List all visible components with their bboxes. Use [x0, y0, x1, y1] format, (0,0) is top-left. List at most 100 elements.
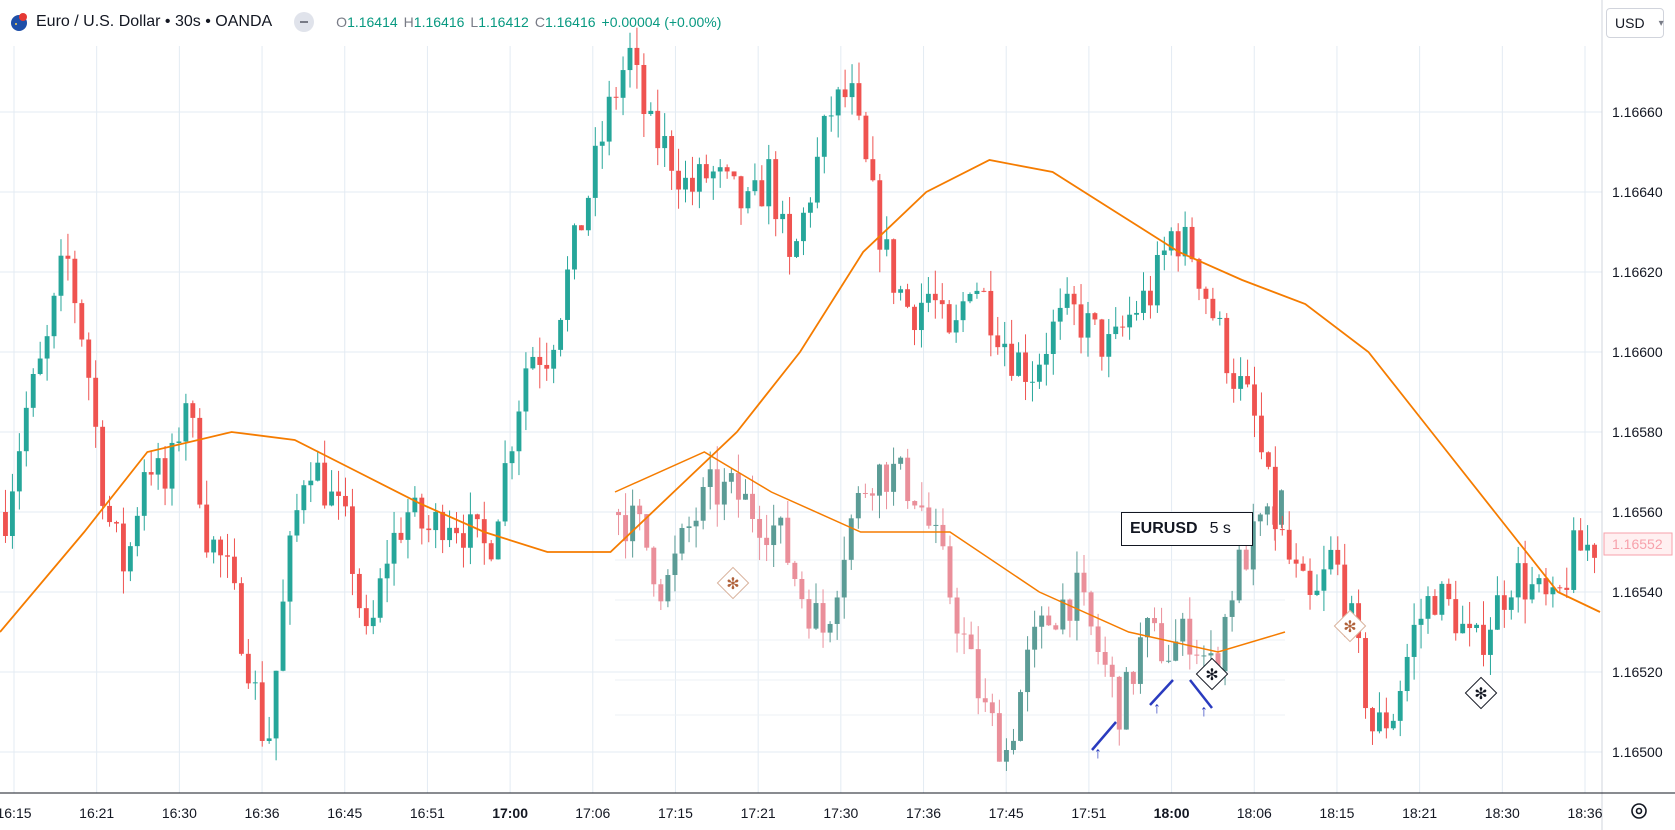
candle-body: [301, 485, 307, 511]
overlay-candle-body: [940, 524, 946, 547]
candle-body: [690, 177, 695, 192]
candle-body: [932, 293, 938, 301]
candle-body: [1418, 618, 1424, 625]
time-tick-label: 16:36: [245, 805, 280, 821]
candle-body: [1057, 307, 1063, 322]
overlay-candle-body: [1053, 625, 1059, 630]
overlay-candle-body: [1222, 616, 1228, 672]
candle-body: [1404, 656, 1410, 692]
time-axis[interactable]: 16:15 16:21 16:30 16:36 16:45 16:51 17:00 17:06…: [0, 805, 1603, 821]
candle-body: [155, 458, 161, 475]
collapse-legend-button[interactable]: [294, 12, 315, 32]
candle-body: [1210, 298, 1216, 319]
signal-diamond-icon-glyph: ✻: [726, 576, 739, 593]
overlay-candle-body: [1194, 654, 1200, 656]
high-label: H: [403, 14, 414, 30]
candle-body: [1064, 293, 1070, 308]
overlay-5s-chart: [614, 446, 1286, 771]
candle-body: [467, 514, 473, 548]
ohlc-values: O1.16414 H1.16416 L1.16412 C1.16416 +0.0…: [336, 14, 721, 30]
candle-body: [343, 495, 348, 507]
candle-body: [1446, 583, 1452, 600]
time-tick-label: 17:51: [1071, 805, 1106, 821]
overlay-candle-body: [1130, 671, 1136, 684]
overlay-candle-body: [841, 559, 847, 598]
overlay-candle-body: [778, 517, 784, 526]
close-label: C: [534, 14, 545, 30]
overlay-candle-body: [1046, 615, 1052, 626]
open-value: 1.16414: [347, 14, 398, 30]
candle-body: [1453, 599, 1459, 634]
overlay-candle-body: [771, 525, 777, 546]
overlay-candle-body: [672, 553, 678, 576]
signal-diamond-icon: [716, 566, 750, 600]
candle-body: [495, 521, 501, 560]
overlay-candle-body: [947, 546, 953, 598]
candle-body: [766, 159, 772, 207]
overlay-candle-body: [637, 505, 643, 515]
candle-body: [919, 302, 924, 331]
candle-body: [891, 239, 897, 293]
overlay-candle-body: [961, 633, 967, 635]
overlay-candle-body: [651, 547, 657, 585]
overlay-candle-body: [700, 486, 706, 521]
candle-body: [1009, 343, 1015, 376]
symbol-title[interactable]: Euro / U.S. Dollar • 30s • OANDA: [36, 13, 273, 30]
candle-body: [1259, 415, 1264, 453]
currency-selector[interactable]: USD ▾: [1606, 8, 1664, 38]
candle-body: [967, 293, 973, 302]
overlay-candle-body: [1145, 618, 1150, 638]
candle-body: [336, 491, 341, 496]
candle-body: [1120, 326, 1126, 328]
overlay-candle-body: [806, 599, 812, 629]
candle-body: [551, 349, 557, 369]
overlay-candle-body: [834, 597, 840, 624]
price-tick-label: 1.16520: [1612, 664, 1663, 680]
candle-body: [988, 290, 994, 336]
time-tick-label: 16:21: [79, 805, 114, 821]
overlay-candle-body: [954, 597, 960, 634]
candle-body: [974, 290, 980, 294]
candle-body: [329, 491, 335, 506]
overlay-candle-body: [1159, 623, 1165, 662]
gear-icon[interactable]: [1628, 800, 1650, 822]
price-axis[interactable]: 1.16660 1.16640 1.16620 1.16600 1.16580 1.165…: [1603, 104, 1673, 760]
last-price-badge: [1603, 532, 1673, 556]
candle-body: [79, 303, 85, 340]
low-label: L: [470, 14, 479, 30]
candle-body: [308, 480, 314, 486]
overlay-candle-body: [827, 623, 833, 633]
candle-body: [1522, 563, 1528, 600]
signal-diamond-icon: [1195, 657, 1229, 691]
overlay-candle-body: [982, 698, 988, 703]
change-value: +0.00004 (+0.00%): [601, 14, 722, 30]
candle-body: [162, 458, 168, 489]
overlay-candle-body: [813, 603, 819, 629]
time-tick-label: 16:15: [0, 805, 32, 821]
candle-body: [1245, 376, 1251, 385]
candle-body: [863, 115, 869, 160]
price-tick-label: 1.16560: [1612, 504, 1663, 520]
candle-body: [821, 115, 827, 157]
candle-body: [1141, 290, 1146, 313]
candle-body: [1030, 381, 1035, 383]
candle-body: [93, 377, 99, 427]
candle-body: [676, 170, 681, 190]
candle-body: [287, 535, 293, 602]
candle-body: [1002, 343, 1008, 348]
overlay-candle-body: [1187, 618, 1193, 655]
candle-body: [86, 339, 92, 378]
candle-body: [65, 255, 71, 259]
overlay-candle-body: [891, 463, 897, 492]
candle-body: [37, 358, 43, 375]
candle-body: [273, 670, 279, 739]
overlay-candle-body: [799, 578, 805, 600]
minus-icon: [300, 21, 309, 23]
candle-body: [884, 239, 890, 250]
overlay-candle-body: [820, 603, 826, 633]
signal-diamond-icon: [1333, 609, 1367, 643]
candle-body: [1501, 595, 1507, 610]
candle-body: [58, 255, 64, 296]
overlay-candle-body: [616, 512, 621, 516]
